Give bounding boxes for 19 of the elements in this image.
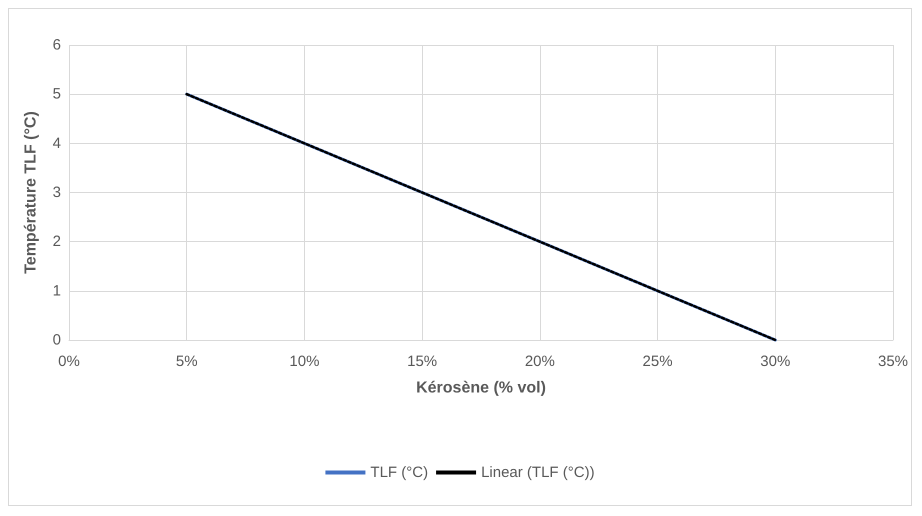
y-tick-label: 0 — [52, 332, 61, 348]
y-axis-title: Température TLF (°C) — [22, 111, 40, 274]
y-tick-label: 5 — [52, 86, 61, 103]
y-tick-label: 3 — [52, 184, 61, 201]
x-tick-label: 15% — [407, 353, 438, 370]
x-tick-label: 0% — [58, 353, 80, 370]
x-tick-label: 30% — [760, 353, 790, 370]
x-tick-label: 20% — [524, 353, 555, 370]
x-axis-title: Kérosène (% vol) — [416, 380, 546, 396]
x-tick-label: 5% — [176, 353, 198, 370]
y-tick-label: 1 — [52, 282, 61, 300]
y-tick-label: 4 — [52, 134, 61, 152]
legend-label: Linear (TLF (°C)) — [481, 464, 595, 481]
y-tick-label: 6 — [52, 36, 61, 54]
x-tick-label: 25% — [642, 353, 673, 370]
x-tick-label: 10% — [289, 353, 320, 370]
legend-label: TLF (°C) — [370, 464, 428, 481]
x-tick-label: 35% — [878, 353, 908, 370]
y-tick-label: 2 — [52, 233, 61, 250]
